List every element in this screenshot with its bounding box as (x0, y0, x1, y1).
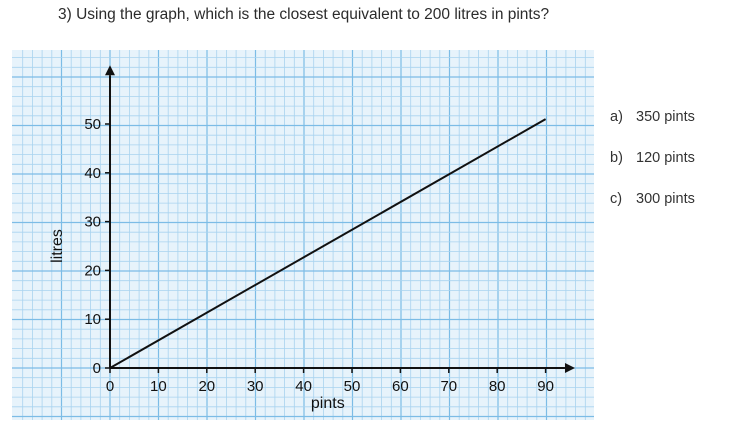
y-axis-title: litres (49, 229, 66, 263)
x-tick-label: 80 (489, 378, 506, 395)
x-tick-label: 60 (392, 378, 409, 395)
x-axis-title: pints (311, 395, 345, 412)
option-b[interactable]: b) 120 pints (610, 148, 695, 189)
x-tick-label: 70 (440, 378, 457, 395)
y-tick-label: 20 (84, 262, 101, 279)
x-tick-label: 10 (150, 378, 167, 395)
y-axis-arrow (105, 65, 115, 76)
x-axis-arrow (564, 363, 575, 373)
x-tick-label: 0 (106, 378, 114, 395)
x-tick-label: 90 (537, 378, 554, 395)
x-tick-label: 50 (344, 378, 361, 395)
question-text: 3) Using the graph, which is the closest… (58, 6, 550, 23)
pints-litres-chart: 0 10 20 30 40 50 60 70 80 9001020304050pintslitre… (12, 50, 594, 420)
x-tick-label: 20 (198, 378, 215, 395)
option-text: 350 pints (636, 109, 695, 125)
answer-options: a) 350 pints b) 120 pints c) 300 pints (610, 107, 695, 230)
option-text: 120 pints (636, 150, 695, 166)
option-c[interactable]: c) 300 pints (610, 189, 695, 230)
y-tick-label: 30 (84, 214, 101, 231)
y-tick-label: 40 (84, 165, 101, 182)
x-tick-label: 40 (295, 378, 312, 395)
option-text: 300 pints (636, 191, 695, 207)
y-tick-label: 0 (93, 360, 101, 377)
option-letter: a) (610, 109, 623, 125)
y-tick-label: 10 (84, 311, 101, 328)
y-tick-label: 50 (84, 116, 101, 133)
option-a[interactable]: a) 350 pints (610, 107, 695, 148)
option-letter: c) (610, 191, 623, 207)
x-tick-label: 30 (247, 378, 264, 395)
option-letter: b) (610, 150, 623, 166)
series-line (109, 118, 547, 369)
